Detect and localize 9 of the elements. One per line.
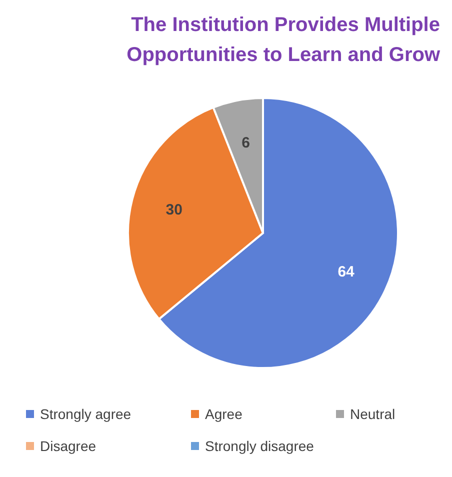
- data-label: 30: [166, 202, 182, 219]
- legend-label: Strongly agree: [40, 406, 132, 422]
- data-label: 6: [242, 134, 250, 152]
- legend-label: Neutral: [350, 406, 396, 422]
- legend-label: Disagree: [40, 438, 96, 454]
- legend-label: Agree: [205, 406, 242, 422]
- chart-title: The Institution Provides Multiple Opportunities to Learn and Grow: [126, 13, 441, 68]
- legend-label: Strongly disagree: [205, 438, 314, 454]
- data-label: 64: [338, 264, 356, 281]
